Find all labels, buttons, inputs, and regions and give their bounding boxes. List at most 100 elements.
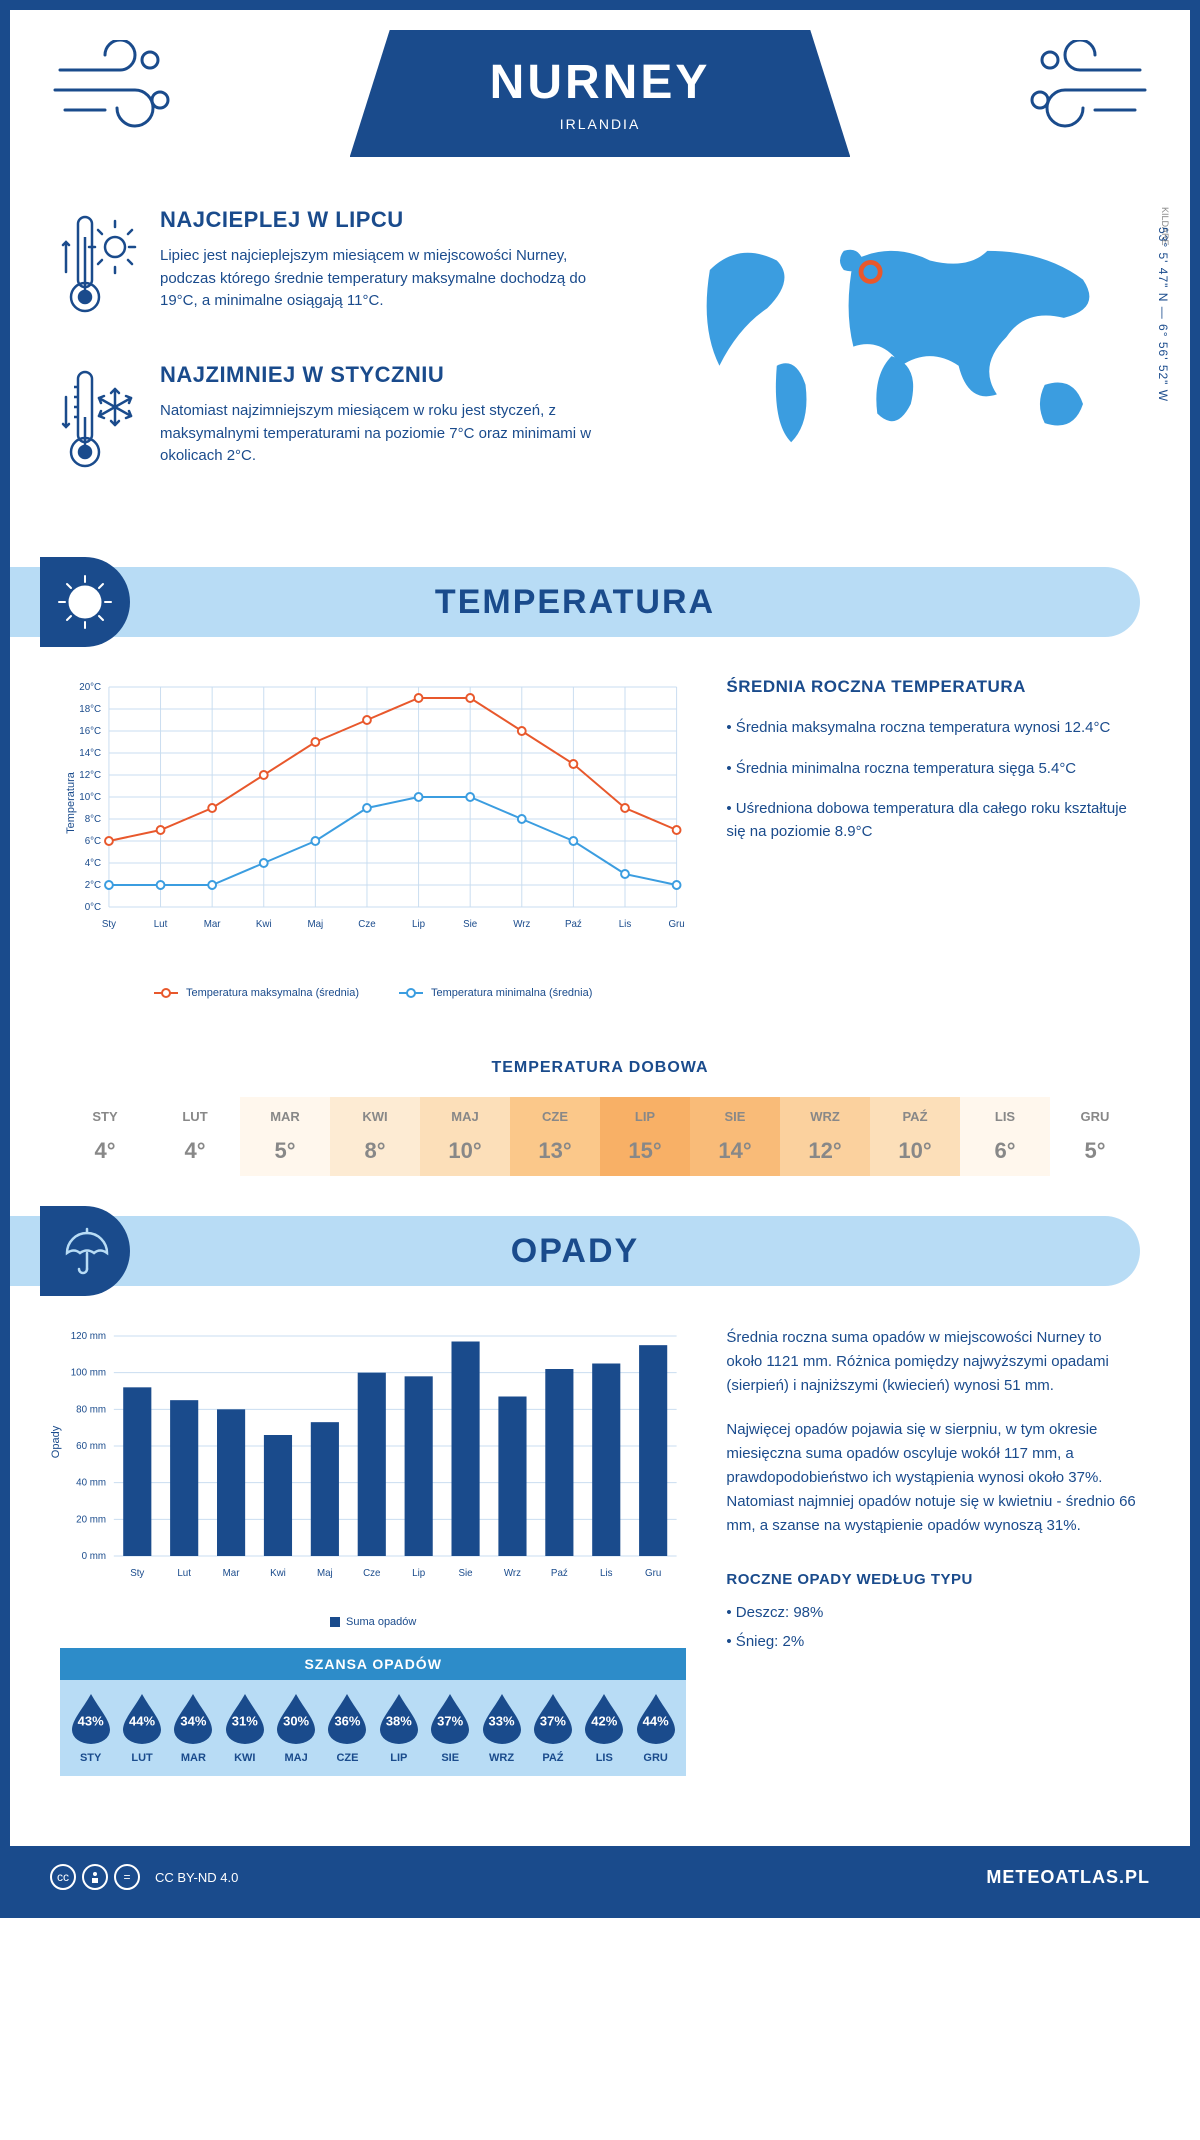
footer: cc = CC BY-ND 4.0 METEOATLAS.PL <box>10 1846 1190 1908</box>
chance-cell: 44% LUT <box>116 1692 167 1764</box>
drop-icon: 30% <box>275 1692 317 1744</box>
intro-section: NAJCIEPLEJ W LIPCU Lipiec jest najcieple… <box>10 167 1190 547</box>
wind-icon <box>1010 40 1150 135</box>
temp-legend: .lg-mark[style*='#e8582c']::after{border… <box>60 987 686 999</box>
city-name: NURNEY <box>490 55 711 110</box>
summary-bullet: • Średnia maksymalna roczna temperatura … <box>726 717 1140 740</box>
chance-month: WRZ <box>476 1752 527 1764</box>
precip-types-title: ROCZNE OPADY WEDŁUG TYPU <box>726 1568 1140 1592</box>
chance-month: KWI <box>219 1752 270 1764</box>
svg-text:Lis: Lis <box>619 919 632 930</box>
chance-month: LIS <box>579 1752 630 1764</box>
thermometer-cold-icon <box>60 362 140 487</box>
drop-icon: 44% <box>635 1692 677 1744</box>
svg-text:18°C: 18°C <box>79 704 101 715</box>
svg-text:Lut: Lut <box>154 919 168 930</box>
precipitation-bar-chart: 0 mm20 mm40 mm60 mm80 mm100 mm120 mmStyL… <box>60 1326 686 1776</box>
legend-label: Temperatura minimalna (średnia) <box>431 987 592 999</box>
chance-month: STY <box>65 1752 116 1764</box>
chance-value: 36% <box>334 1713 360 1728</box>
daily-month: CZE <box>510 1109 600 1124</box>
chance-value: 44% <box>129 1713 155 1728</box>
svg-text:Mar: Mar <box>204 919 222 930</box>
daily-value: 15° <box>600 1138 690 1164</box>
daily-month: LIP <box>600 1109 690 1124</box>
svg-text:Lip: Lip <box>412 919 426 930</box>
daily-value: 10° <box>420 1138 510 1164</box>
svg-text:Sty: Sty <box>102 919 116 930</box>
chance-title: SZANSA OPADÓW <box>60 1648 686 1680</box>
drop-icon: 33% <box>481 1692 523 1744</box>
coldest-text-wrap: NAJZIMNIEJ W STYCZNIU Natomiast najzimni… <box>160 362 622 487</box>
svg-text:Kwi: Kwi <box>270 1568 286 1579</box>
temperature-summary: ŚREDNIA ROCZNA TEMPERATURA • Średnia mak… <box>726 677 1140 999</box>
precip-ylabel: Opady <box>50 1426 62 1458</box>
daily-value: 10° <box>870 1138 960 1164</box>
chance-month: MAJ <box>270 1752 321 1764</box>
svg-text:Maj: Maj <box>317 1568 333 1579</box>
precip-para-2: Najwięcej opadów pojawia się w sierpniu,… <box>726 1418 1140 1538</box>
section-header-opady: OPADY <box>10 1216 1140 1286</box>
umbrella-icon <box>40 1206 130 1296</box>
svg-text:40 mm: 40 mm <box>76 1478 106 1489</box>
svg-text:Cze: Cze <box>358 919 376 930</box>
coldest-text: Natomiast najzimniejszym miesiącem w rok… <box>160 400 622 468</box>
svg-text:8°C: 8°C <box>85 814 101 825</box>
header: NURNEY IRLANDIA <box>10 10 1190 167</box>
daily-month: WRZ <box>780 1109 870 1124</box>
section-title: TEMPERATURA <box>10 583 1140 622</box>
daily-month: PAŹ <box>870 1109 960 1124</box>
chance-value: 42% <box>591 1713 617 1728</box>
chance-cell: 37%PAŹ <box>527 1692 578 1764</box>
drop-icon: 34% <box>172 1692 214 1744</box>
chance-value: 34% <box>180 1713 206 1728</box>
chance-month: GRU <box>630 1752 681 1764</box>
daily-cell: WRZ12° <box>780 1097 870 1176</box>
daily-month: LIS <box>960 1109 1050 1124</box>
chance-month: LIP <box>373 1752 424 1764</box>
svg-text:12°C: 12°C <box>79 770 101 781</box>
chance-cell: 31% KWI <box>219 1692 270 1764</box>
svg-text:Gru: Gru <box>668 919 684 930</box>
brand-name: METEOATLAS.PL <box>986 1867 1150 1888</box>
chance-cell: 44% GRU <box>630 1692 681 1764</box>
svg-text:20°C: 20°C <box>79 682 101 693</box>
daily-cell: KWI8° <box>330 1097 420 1176</box>
daily-cell: MAR 5° <box>240 1097 330 1176</box>
drop-icon: 37% <box>532 1692 574 1744</box>
chance-month: MAR <box>168 1752 219 1764</box>
drop-icon: 31% <box>224 1692 266 1744</box>
daily-month: GRU <box>1050 1109 1140 1124</box>
daily-temp-title: TEMPERATURA DOBOWA <box>10 1059 1190 1077</box>
svg-text:Mar: Mar <box>223 1568 241 1579</box>
temperature-line-chart: 0°C2°C4°C6°C8°C10°C12°C14°C16°C18°C20°CS… <box>60 677 686 999</box>
warmest-text-wrap: NAJCIEPLEJ W LIPCU Lipiec jest najcieple… <box>160 207 622 332</box>
summary-bullet: • Średnia minimalna roczna temperatura s… <box>726 758 1140 781</box>
nd-icon: = <box>114 1864 140 1890</box>
precip-para-1: Średnia roczna suma opadów w miejscowośc… <box>726 1326 1140 1398</box>
chance-table: SZANSA OPADÓW 43%STY44%LUT34%MAR31%KWI30… <box>60 1648 686 1776</box>
world-map: KILDARE 53° 5' 47" N — 6° 56' 52" W <box>662 207 1140 517</box>
chance-value: 30% <box>283 1713 309 1728</box>
summary-bullet: • Uśredniona dobowa temperatura dla całe… <box>726 798 1140 843</box>
drop-icon: 37% <box>429 1692 471 1744</box>
chance-cell: 37%SIE <box>425 1692 476 1764</box>
thermometer-hot-icon <box>60 207 140 332</box>
daily-value: 5° <box>240 1138 330 1164</box>
svg-text:Wrz: Wrz <box>513 919 530 930</box>
daily-value: 14° <box>690 1138 780 1164</box>
precipitation-area: 0 mm20 mm40 mm60 mm80 mm100 mm120 mmStyL… <box>10 1316 1190 1806</box>
legend-item: .lg-mark[style*='#3b9de0']::after{border… <box>399 987 592 999</box>
daily-month: MAR <box>240 1109 330 1124</box>
daily-value: 13° <box>510 1138 600 1164</box>
daily-cell: LUT4° <box>150 1097 240 1176</box>
daily-month: LUT <box>150 1109 240 1124</box>
chance-month: LUT <box>116 1752 167 1764</box>
section-header-temperatura: TEMPERATURA <box>10 567 1140 637</box>
warmest-text: Lipiec jest najcieplejszym miesiącem w m… <box>160 245 622 313</box>
svg-text:6°C: 6°C <box>85 836 101 847</box>
svg-text:100 mm: 100 mm <box>71 1368 106 1379</box>
temp-summary-title: ŚREDNIA ROCZNA TEMPERATURA <box>726 677 1140 697</box>
chance-cell: 34% MAR <box>168 1692 219 1764</box>
precip-legend: Suma opadów <box>60 1616 686 1628</box>
